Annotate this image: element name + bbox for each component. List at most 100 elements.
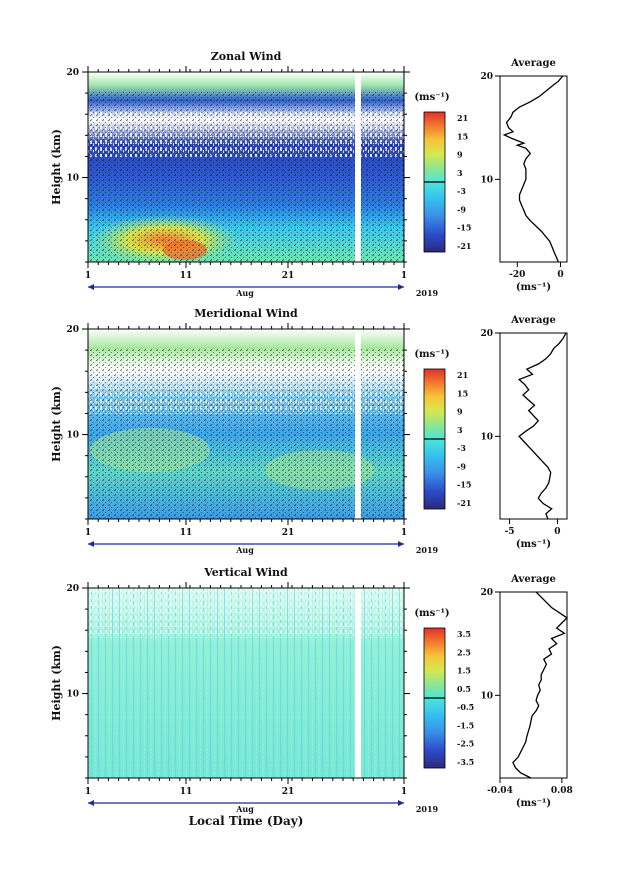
profile-x-label: (ms⁻¹) — [516, 282, 551, 293]
data-gap-column — [355, 72, 361, 262]
heatmap-frame — [87, 71, 405, 263]
x-tick-label: 11 — [180, 787, 193, 797]
profile-line — [502, 75, 564, 263]
y-tick-label: 20 — [66, 325, 79, 335]
profile-line — [512, 591, 569, 779]
colorbar-tick-label: 9 — [457, 407, 463, 417]
colorbar-tick-label: -3 — [457, 443, 466, 453]
y-axis-label: Height (km) — [50, 129, 63, 205]
colorbar-unit: (ms⁻¹) — [414, 92, 449, 103]
colorbar-tick-label: -15 — [457, 480, 471, 490]
month-bar-arrow-left — [88, 800, 94, 806]
month-label: Aug — [235, 288, 254, 298]
y-tick-label: 10 — [66, 690, 79, 700]
x-tick-label: 21 — [282, 271, 295, 281]
colorbar-tick-label: -1.5 — [457, 720, 474, 730]
month-bar-arrow-left — [88, 284, 94, 290]
contour-speckle — [88, 349, 404, 519]
x-tick-label: 11 — [180, 528, 193, 538]
profile-title: Average — [510, 574, 556, 585]
contour-speckle — [88, 92, 404, 262]
profile-y-tick-label: 20 — [480, 588, 493, 598]
profile-x-tick-label: 0 — [557, 270, 563, 280]
profile-y-tick-label: 10 — [480, 432, 493, 442]
colorbar-tick-label: 3.5 — [457, 629, 471, 639]
colorbar-tick-label: 9 — [457, 150, 463, 160]
y-tick-label: 10 — [66, 174, 79, 184]
profile-frame — [499, 75, 568, 263]
month-bar-arrow-left — [88, 541, 94, 547]
y-tick-label: 20 — [66, 584, 79, 594]
y-tick-label: 10 — [66, 431, 79, 441]
profile-title: Average — [510, 58, 556, 69]
x-tick-label: 1 — [401, 528, 407, 538]
data-gap-column — [355, 588, 361, 778]
colorbar-tick-label: 1.5 — [457, 666, 471, 676]
x-tick-label: 11 — [180, 271, 193, 281]
colorbar-tick-label: 2.5 — [457, 647, 471, 657]
year-label: 2019 — [416, 804, 439, 814]
colorbar-tick-label: 15 — [457, 131, 468, 141]
heatmap-gaps — [88, 588, 404, 638]
colorbar-tick-label: -3.5 — [457, 757, 474, 767]
profile-x-tick-label: -5 — [505, 527, 515, 537]
month-bar-arrow-right — [398, 800, 404, 806]
x-tick-label: 1 — [401, 271, 407, 281]
colorbar-tick-label: -0.5 — [457, 702, 474, 712]
month-label: Aug — [235, 545, 254, 555]
x-tick-label: 1 — [401, 787, 407, 797]
profile-title: Average — [510, 315, 556, 326]
profile-frame — [499, 591, 568, 779]
month-bar-arrow-right — [398, 284, 404, 290]
profile-y-tick-label: 10 — [480, 175, 493, 185]
heatmap-frame — [87, 328, 405, 520]
profile-x-label: (ms⁻¹) — [516, 798, 551, 809]
month-label: Aug — [235, 804, 254, 814]
profile-x-tick-label: -0.04 — [487, 786, 513, 796]
x-tick-label: 1 — [85, 787, 91, 797]
y-tick-label: 20 — [66, 68, 79, 78]
colorbar-tick-label: 21 — [457, 113, 468, 123]
x-tick-label: 21 — [282, 787, 295, 797]
profile-line — [517, 332, 567, 520]
x-tick-label: 1 — [85, 271, 91, 281]
x-axis-label: Local Time (Day) — [189, 814, 304, 828]
colorbar-unit: (ms⁻¹) — [414, 349, 449, 360]
colorbar-tick-label: -9 — [457, 461, 466, 471]
profile-y-tick-label: 10 — [480, 691, 493, 701]
panel-title: Vertical Wind — [203, 566, 288, 579]
colorbar-unit: (ms⁻¹) — [414, 608, 449, 619]
colorbar-tick-label: -21 — [457, 241, 471, 251]
colorbar-tick-label: -3 — [457, 186, 466, 196]
profile-x-label: (ms⁻¹) — [516, 539, 551, 550]
colorbar-tick-label: -21 — [457, 498, 471, 508]
colorbar-tick-label: 3 — [457, 168, 463, 178]
heatmap-frame — [87, 587, 405, 779]
panel-title: Zonal Wind — [211, 50, 282, 63]
colorbar-tick-label: 21 — [457, 370, 468, 380]
profile-y-tick-label: 20 — [480, 329, 493, 339]
y-axis-label: Height (km) — [50, 645, 63, 721]
colorbar-tick-label: 0.5 — [457, 684, 471, 694]
colorbar-tick-label: 3 — [457, 425, 463, 435]
profile-y-tick-label: 20 — [480, 72, 493, 82]
month-bar-arrow-right — [398, 541, 404, 547]
year-label: 2019 — [416, 288, 439, 298]
profile-x-tick-label: 0.08 — [551, 786, 573, 796]
x-tick-label: 1 — [85, 528, 91, 538]
colorbar-tick-label: 15 — [457, 388, 468, 398]
profile-x-tick-label: 0 — [554, 527, 560, 537]
y-axis-label: Height (km) — [50, 386, 63, 462]
colorbar-tick-label: -2.5 — [457, 739, 474, 749]
year-label: 2019 — [416, 545, 439, 555]
colorbar-tick-label: -15 — [457, 223, 471, 233]
profile-x-tick-label: -20 — [509, 270, 525, 280]
colorbar-tick-label: -9 — [457, 204, 466, 214]
data-gap-column — [355, 329, 361, 519]
x-tick-label: 21 — [282, 528, 295, 538]
panel-title: Meridional Wind — [194, 307, 298, 320]
